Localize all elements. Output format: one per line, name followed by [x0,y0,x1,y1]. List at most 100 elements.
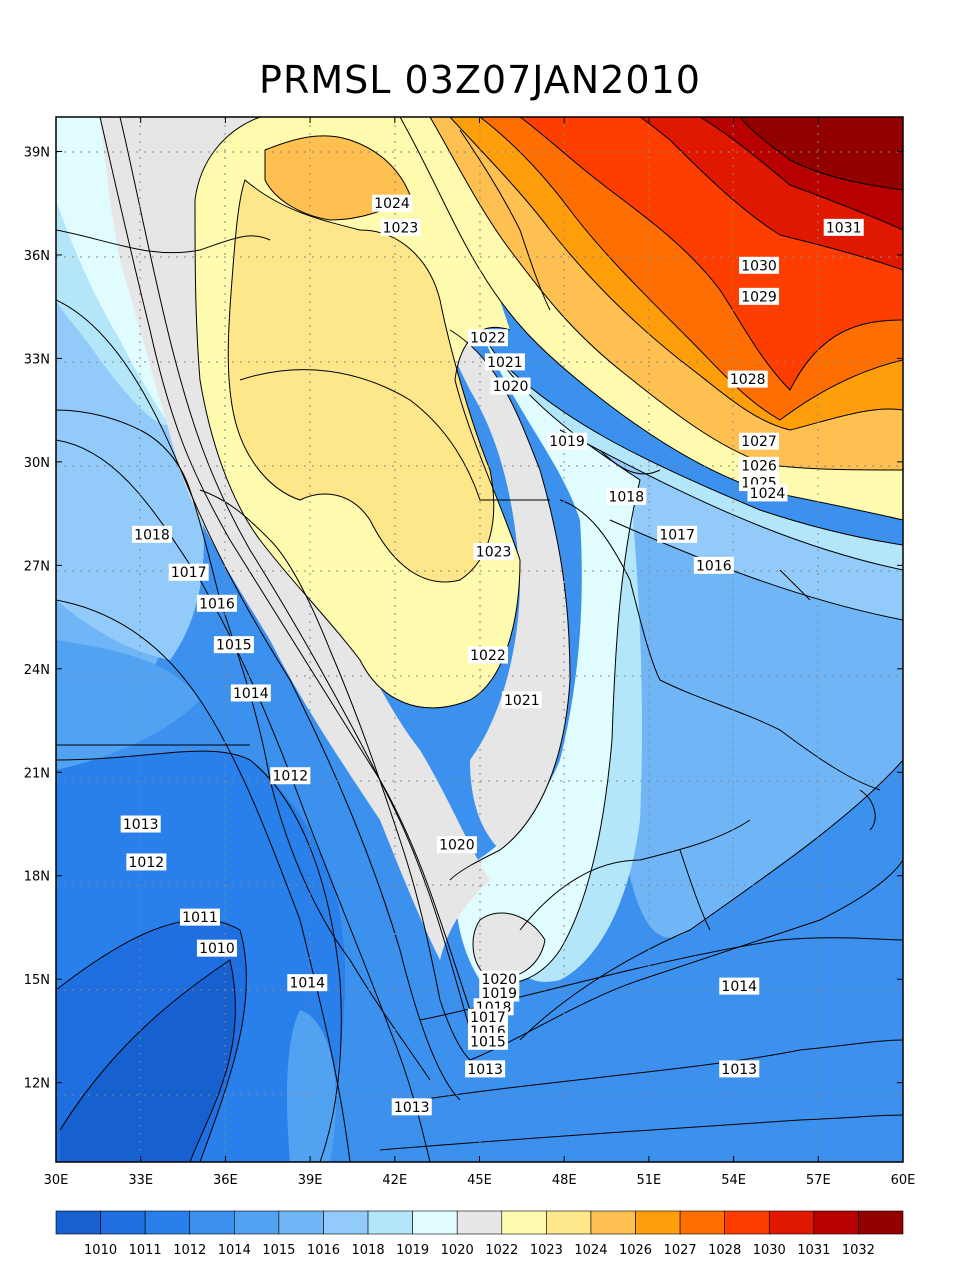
colorbar-swatch [367,1210,413,1235]
contour-label-bg [501,691,542,709]
contour-label: 1020 [439,838,475,854]
contour-label-bg [484,353,525,371]
contour-label: 1018 [608,489,644,505]
colorbar-label: 1019 [396,1243,429,1258]
contour-label: 1018 [134,527,170,543]
contour-label-bg [693,556,734,574]
colorbar-label: 1031 [797,1243,830,1258]
contour-label-bg [473,543,514,561]
contour-label: 1023 [476,545,512,561]
contour-label: 1011 [182,910,218,926]
colorbar-swatch [100,1210,146,1235]
colorbar-swatch [323,1210,369,1235]
fill-1018 [56,300,204,660]
contour-label-bg [465,1060,506,1078]
lon-tick-label: 57E [806,1173,831,1188]
contour-label-bg [727,370,768,388]
contour-label-bg [120,815,161,833]
fill-1024 [228,180,494,582]
colorbar-swatch [724,1210,770,1235]
colorbar-label: 1023 [530,1243,563,1258]
lon-tick-label: 39E [298,1173,323,1188]
contour-label-bg [213,636,254,654]
lon-tick-label: 36E [213,1173,238,1188]
contour-label: 1013 [467,1062,503,1078]
contour-label-bg [606,487,647,505]
contour-label-bg [467,329,508,347]
contour-label-bg [179,908,220,926]
contour-label: 1019 [481,986,517,1002]
fill-max-ne [740,117,903,190]
contour-label: 1017 [171,565,207,581]
colorbar-label: 1018 [352,1243,385,1258]
contour-labels: 1024 1023 1031 1030 1029 1022 1021 1020 1028 1019… [120,194,864,1116]
contour-label: 1014 [721,979,757,995]
lat-tick-label: 24N [24,663,50,678]
colorbar-label: 1012 [173,1243,206,1258]
lon-tick-label: 51E [637,1173,662,1188]
contour-label: 1020 [493,379,529,395]
contour-label-bg [436,836,477,854]
contour-label-bg [479,984,520,1002]
map-title: PRMSL 03Z07JAN2010 [259,58,701,102]
contour-label-bg [547,432,588,450]
contour-label-bg [467,1008,508,1026]
contour-label: 1023 [383,220,419,236]
colorbar-label: 1022 [485,1243,518,1258]
contour-label-bg [739,456,780,474]
colorbar-label: 1032 [842,1243,875,1258]
contour-label-bg [371,194,412,212]
colorbar-label: 1015 [262,1243,295,1258]
lon-tick-label: 30E [44,1173,69,1188]
fill-1010-core [60,960,236,1162]
colorbar-label: 1014 [218,1243,251,1258]
contour-label: 1026 [741,458,777,474]
fill-1020-island [473,912,545,979]
contour-label-bg [739,432,780,450]
contour-label: 1021 [504,693,540,709]
colorbar-label: 1016 [307,1243,340,1258]
colorbar-swatch [412,1210,458,1235]
contour-label: 1019 [549,434,585,450]
fill-1022 [100,117,570,960]
contour-label: 1029 [741,289,777,305]
lat-tick-label: 15N [24,973,50,988]
contour-label: 1014 [289,976,325,992]
lat-tick-label: 30N [24,456,50,471]
contour-label: 1022 [470,648,506,664]
contour-label: 1020 [481,972,517,988]
colorbar-swatch [501,1210,547,1235]
contour-label: 1012 [273,769,309,785]
contour-label: 1017 [659,527,695,543]
lat-tick-label: 18N [24,870,50,885]
fill-1018-east [560,430,903,620]
contour-label-bg [391,1098,432,1116]
colorbar-swatch [590,1210,636,1235]
colorbar-swatch [858,1210,904,1235]
lat-tick-label: 12N [24,1077,50,1092]
contour-label-bg [490,377,531,395]
contour-label-bg [719,977,760,995]
pressure-fill-layer: 1024 1023 1031 1030 1029 1022 1021 1020 1028 1019… [56,117,903,1162]
contour-label-bg [657,525,698,543]
colorbar-label: 1030 [753,1243,786,1258]
contour-label-bg [739,287,780,305]
contour-label: 1013 [394,1100,430,1116]
lon-tick-label: 45E [467,1173,492,1188]
contour-label-bg [230,684,271,702]
contour-label-bg [719,1060,760,1078]
contour-label: 1027 [741,434,777,450]
colorbar-swatch [234,1210,280,1235]
contour-label-bg [823,218,864,236]
contour-label-bg [196,939,237,957]
colorbar-swatch [813,1210,859,1235]
contour-label: 1015 [470,1034,506,1050]
contour-label-bg [747,484,788,502]
contour-label-bg [168,563,209,581]
contour-label: 1015 [216,638,252,654]
colorbar: 1010 1011 1012 1014 1015 1016 1018 1019 1020 1022… [55,1210,904,1258]
colorbar-swatch [546,1210,592,1235]
colorbar-swatch [635,1210,681,1235]
lon-tick-label: 33E [128,1173,153,1188]
